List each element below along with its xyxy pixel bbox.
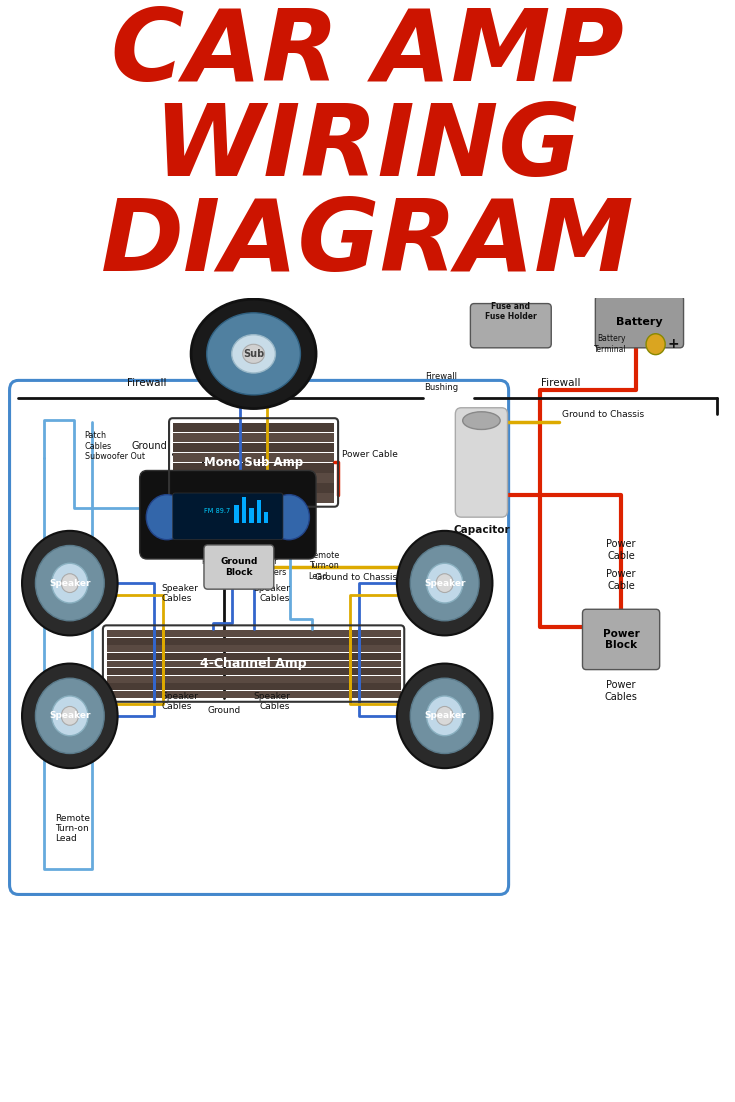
Text: Battery
Terminal: Battery Terminal	[594, 335, 626, 354]
Text: Speaker
Cables: Speaker Cables	[162, 584, 198, 603]
Circle shape	[22, 663, 118, 768]
Bar	[242, 497, 246, 522]
Text: Ground: Ground	[221, 529, 257, 539]
Text: Speaker
Cables: Speaker Cables	[162, 692, 198, 711]
Ellipse shape	[191, 299, 316, 409]
FancyBboxPatch shape	[107, 653, 401, 660]
Text: Ground to Chassis: Ground to Chassis	[562, 410, 645, 419]
Circle shape	[426, 563, 463, 603]
Text: CAR AMP: CAR AMP	[111, 6, 624, 102]
Text: Receiver: Receiver	[201, 458, 255, 468]
Text: Firewall
Bushing: Firewall Bushing	[424, 372, 458, 391]
Text: Speaker: Speaker	[424, 579, 465, 587]
Circle shape	[397, 663, 492, 768]
FancyBboxPatch shape	[173, 453, 334, 463]
Ellipse shape	[207, 313, 301, 395]
Text: Rear
Speakers: Rear Speakers	[250, 558, 287, 576]
FancyBboxPatch shape	[107, 630, 401, 637]
Circle shape	[35, 678, 104, 754]
Circle shape	[646, 334, 665, 355]
Bar	[249, 508, 254, 522]
FancyBboxPatch shape	[107, 638, 401, 645]
Text: WIRING: WIRING	[154, 100, 581, 197]
FancyBboxPatch shape	[173, 423, 334, 432]
FancyBboxPatch shape	[582, 609, 660, 670]
FancyBboxPatch shape	[470, 303, 551, 348]
Text: Remote
Turn-on
Lead: Remote Turn-on Lead	[55, 813, 90, 843]
Text: Patch
Cables
Subwoofer Out: Patch Cables Subwoofer Out	[85, 432, 145, 462]
Ellipse shape	[243, 344, 265, 364]
Text: Power
Cable: Power Cable	[606, 569, 636, 591]
Text: 4-Channel Amp: 4-Channel Amp	[200, 657, 307, 670]
Bar	[234, 505, 239, 522]
Circle shape	[436, 706, 453, 725]
Text: Power
Cable: Power Cable	[606, 539, 636, 561]
Text: Battery: Battery	[616, 316, 663, 326]
FancyBboxPatch shape	[107, 683, 401, 690]
Text: FM 89.7: FM 89.7	[204, 508, 230, 514]
Text: Speaker: Speaker	[49, 712, 90, 721]
Bar	[257, 500, 261, 522]
Circle shape	[35, 545, 104, 620]
Circle shape	[61, 574, 79, 593]
Text: Power Cable: Power Cable	[342, 450, 398, 458]
FancyBboxPatch shape	[173, 484, 334, 493]
Circle shape	[22, 531, 118, 636]
Text: Ground
Block: Ground Block	[220, 558, 257, 576]
FancyBboxPatch shape	[173, 494, 334, 503]
FancyBboxPatch shape	[173, 433, 334, 442]
Circle shape	[51, 696, 88, 736]
FancyBboxPatch shape	[456, 408, 508, 517]
FancyBboxPatch shape	[140, 471, 316, 559]
Text: Sub: Sub	[243, 349, 264, 359]
Text: DIAGRAM: DIAGRAM	[101, 195, 634, 292]
Text: Speaker
Cables: Speaker Cables	[254, 584, 290, 603]
Ellipse shape	[232, 335, 276, 372]
FancyBboxPatch shape	[107, 646, 401, 652]
FancyBboxPatch shape	[107, 691, 401, 698]
Text: Firewall: Firewall	[127, 378, 167, 388]
FancyBboxPatch shape	[173, 493, 283, 540]
Circle shape	[410, 678, 479, 754]
Text: Fuse and
Fuse Holder: Fuse and Fuse Holder	[485, 302, 537, 321]
Text: Remote
Turn-on
Lead: Remote Turn-on Lead	[309, 551, 340, 581]
Text: +: +	[667, 337, 679, 352]
Text: Capacitor: Capacitor	[453, 526, 510, 536]
Text: Speaker: Speaker	[49, 579, 90, 587]
Circle shape	[397, 531, 492, 636]
FancyBboxPatch shape	[107, 676, 401, 682]
FancyBboxPatch shape	[173, 474, 334, 483]
Text: Firewall: Firewall	[541, 378, 581, 388]
Bar	[264, 511, 268, 522]
Text: Power
Block: Power Block	[603, 628, 639, 650]
Text: Ground: Ground	[131, 442, 167, 452]
FancyBboxPatch shape	[595, 295, 684, 348]
Ellipse shape	[463, 412, 500, 430]
Circle shape	[51, 563, 88, 603]
Circle shape	[146, 495, 187, 540]
FancyBboxPatch shape	[204, 544, 273, 590]
Circle shape	[436, 574, 453, 593]
FancyBboxPatch shape	[107, 668, 401, 674]
Text: Ground to Chassis: Ground to Chassis	[315, 573, 398, 583]
Text: Patch Cables
Front
Speakers: Patch Cables Front Speakers	[202, 558, 254, 587]
Text: Mono Sub Amp: Mono Sub Amp	[204, 456, 303, 469]
Text: Power
Cables: Power Cables	[605, 680, 637, 702]
Circle shape	[268, 495, 309, 540]
Circle shape	[410, 545, 479, 620]
Text: Speaker
Cables: Speaker Cables	[254, 692, 290, 711]
Circle shape	[61, 706, 79, 725]
Text: Speaker: Speaker	[424, 712, 465, 721]
FancyBboxPatch shape	[107, 660, 401, 668]
Circle shape	[426, 696, 463, 736]
FancyBboxPatch shape	[173, 443, 334, 453]
FancyBboxPatch shape	[173, 463, 334, 473]
Text: Ground: Ground	[207, 705, 241, 715]
